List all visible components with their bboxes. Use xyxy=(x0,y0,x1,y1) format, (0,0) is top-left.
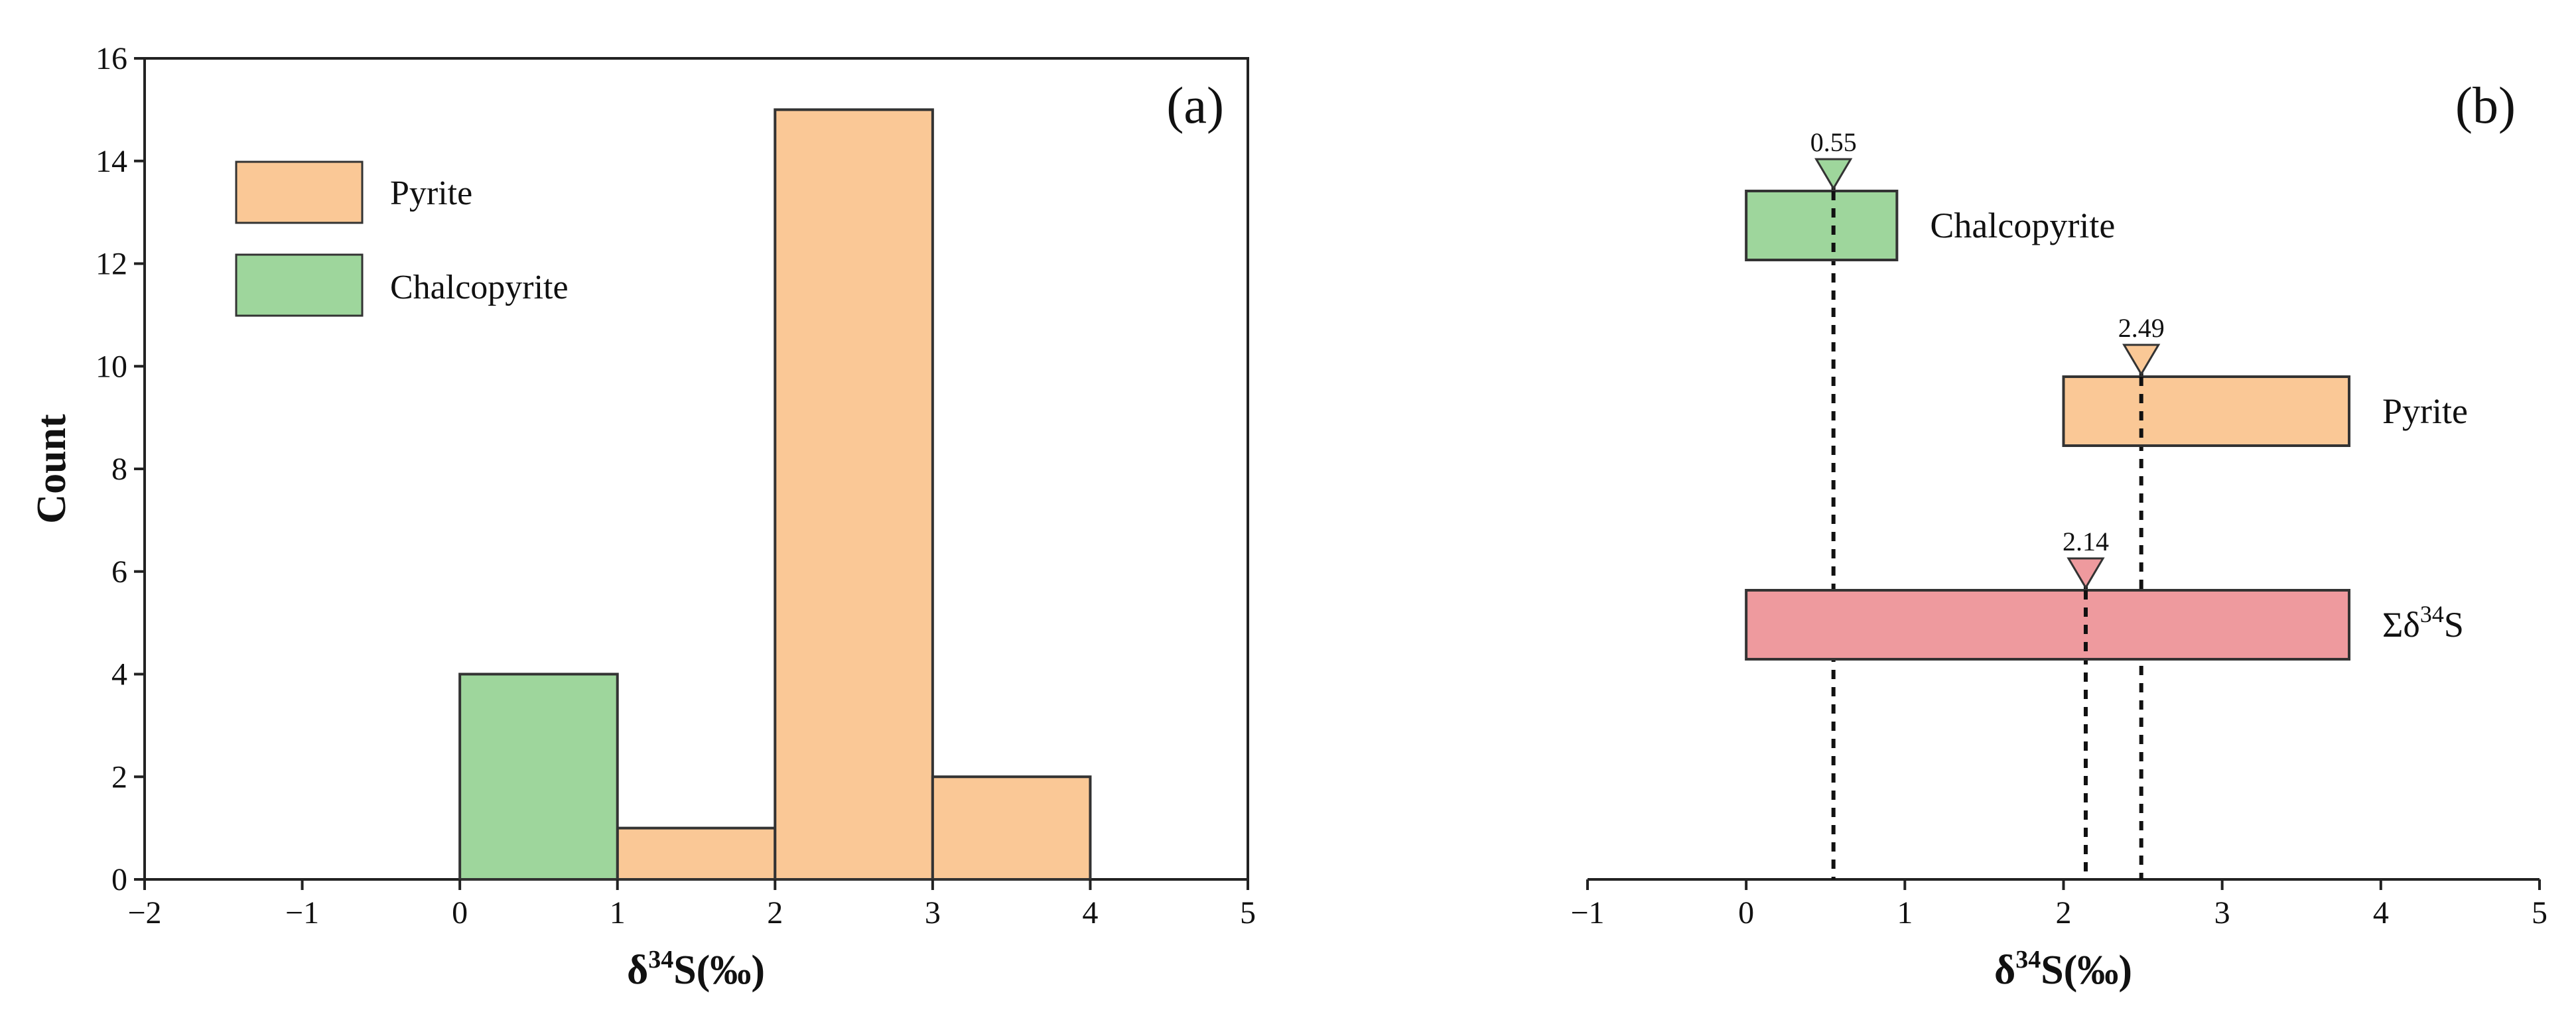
range-box-chalcopyrite xyxy=(1745,190,1899,261)
range-box-pyrite xyxy=(2062,375,2350,447)
histogram-x-axis-ticks: −2 −1 0 1 2 3 4 5 xyxy=(127,879,1256,930)
y-tick-label: 12 xyxy=(96,247,127,282)
panel-label-b: (b) xyxy=(2455,76,2516,134)
histogram-bar-pyrite xyxy=(931,775,1092,881)
histogram-bar-pyrite xyxy=(774,108,934,881)
x-tick-label: 0 xyxy=(1738,895,1754,930)
x-tick-label: 5 xyxy=(2532,895,2547,930)
x-title-rest-b: S(‰) xyxy=(2041,948,2132,993)
range-bars: 0.55 Chalcopyrite 2.49 Pyrite 2.14 Σδ34S xyxy=(1745,127,2468,879)
y-tick-label: 4 xyxy=(111,657,127,692)
y-tick-label: 2 xyxy=(111,759,127,795)
x-tick-label: −1 xyxy=(1570,895,1604,930)
histogram-y-axis-ticks: 0 2 4 6 8 10 12 14 16 xyxy=(96,41,145,897)
mean-value-label-pyrite: 2.49 xyxy=(2118,313,2165,343)
histogram-legend: Pyrite Chalcopyrite xyxy=(235,160,569,317)
x-title-delta: δ xyxy=(627,948,648,993)
histogram-bar-pyrite xyxy=(616,826,777,881)
x-title-superscript-b: 34 xyxy=(2015,946,2041,974)
x-tick-label: 3 xyxy=(925,895,941,930)
mean-value-label-chalcopyrite: 0.55 xyxy=(1810,127,1857,157)
x-tick-label: 2 xyxy=(767,895,783,930)
range-label--34s: Σδ34S xyxy=(2382,601,2464,645)
mean-marker--34s xyxy=(2067,557,2105,590)
x-tick-label: 4 xyxy=(1082,895,1098,930)
x-tick-label: 4 xyxy=(2373,895,2389,930)
x-title-delta-b: δ xyxy=(1994,948,2015,993)
x-tick-label: 0 xyxy=(452,895,468,930)
legend-swatch-chalcopyrite xyxy=(235,253,364,317)
histogram-bar-chalcopyrite xyxy=(458,672,619,881)
range-x-axis-ticks: −1 0 1 2 3 4 5 xyxy=(1570,879,2547,930)
mean-marker-chalcopyrite xyxy=(1814,158,1853,190)
y-tick-label: 0 xyxy=(111,862,127,897)
histogram-x-axis-title: δ34S(‰) xyxy=(627,946,765,993)
x-tick-label: 3 xyxy=(2214,895,2230,930)
legend-label-chalcopyrite: Chalcopyrite xyxy=(390,269,569,306)
y-tick-label: 6 xyxy=(111,554,127,590)
y-tick-label: 8 xyxy=(111,452,127,487)
range-panel-b: −1 0 1 2 3 4 5 0.55Chalcopyrite2.49Pyrite2.14Σ… xyxy=(1570,76,2547,993)
x-tick-label: 5 xyxy=(1240,895,1256,930)
x-tick-label: 1 xyxy=(1897,895,1913,930)
legend-swatch-pyrite xyxy=(235,160,364,224)
panel-label-a: (a) xyxy=(1166,76,1224,134)
histogram-y-axis-title: Count xyxy=(29,414,74,524)
legend-label-pyrite: Pyrite xyxy=(390,174,472,212)
y-tick-label: 14 xyxy=(96,144,127,179)
x-tick-label: 2 xyxy=(2056,895,2072,930)
y-tick-label: 10 xyxy=(96,349,127,384)
range-x-axis-title: δ34S(‰) xyxy=(1994,946,2132,993)
range-label-chalcopyrite: Chalcopyrite xyxy=(1930,206,2115,245)
x-tick-label: −1 xyxy=(285,895,319,930)
x-tick-label: −2 xyxy=(127,895,161,930)
histogram-bars xyxy=(458,108,1092,881)
x-title-superscript: 34 xyxy=(648,946,673,974)
x-title-rest: S(‰) xyxy=(673,948,765,993)
mean-value-label--34s: 2.14 xyxy=(2063,527,2109,556)
mean-marker-pyrite xyxy=(2122,344,2161,376)
range-label-pyrite: Pyrite xyxy=(2382,391,2468,431)
range-box--34s xyxy=(1745,589,2351,661)
x-tick-label: 1 xyxy=(610,895,626,930)
y-tick-label: 16 xyxy=(96,41,127,76)
